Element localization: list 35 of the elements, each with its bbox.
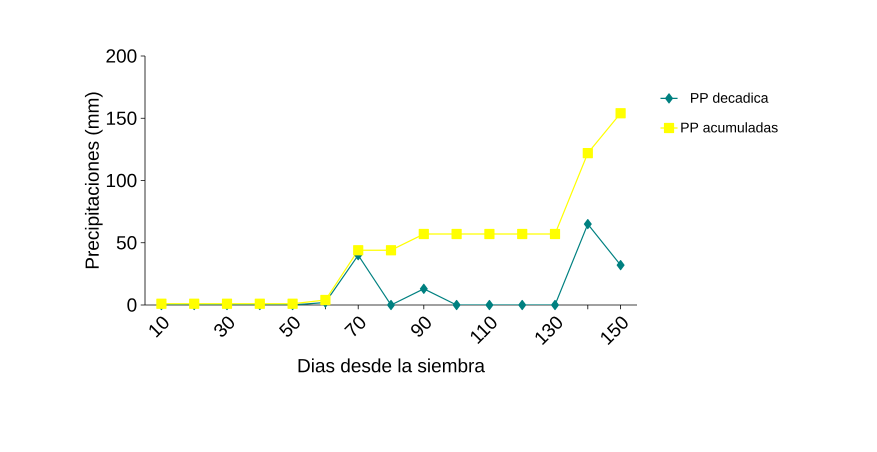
point <box>616 108 626 118</box>
x-tick-label: 110 <box>470 316 496 344</box>
legend-label: PP decadica <box>691 92 768 103</box>
y-tick-label: 0 <box>127 298 136 312</box>
point <box>353 245 364 256</box>
point <box>518 300 526 310</box>
x-tick-label: 130 <box>536 316 562 346</box>
point <box>550 228 560 240</box>
point <box>320 294 331 306</box>
point <box>420 284 428 294</box>
x-axis-title: Dias desde la siembra <box>298 358 485 372</box>
point <box>616 260 625 270</box>
point <box>452 300 461 310</box>
point <box>452 228 462 240</box>
y-tick-label: 200 <box>106 49 136 63</box>
point <box>485 300 494 310</box>
y-tick-label: 50 <box>116 236 136 250</box>
x-tick-label: 150 <box>601 316 628 346</box>
legend-label: PP acumuladas <box>681 122 778 132</box>
y-tick-label: 100 <box>106 174 136 188</box>
point <box>551 300 559 310</box>
point <box>517 228 528 240</box>
point <box>386 245 396 256</box>
point <box>582 148 593 158</box>
y-tick-label: 150 <box>106 112 136 125</box>
x-tick-label: 90 <box>411 316 431 337</box>
x-tick-label: 10 <box>149 316 168 338</box>
y-axis-title: Precipitaciones (mm) <box>84 92 103 268</box>
x-tick-label: 30 <box>214 316 234 337</box>
point <box>387 300 395 310</box>
point <box>484 228 495 240</box>
x-tick-label: 70 <box>344 316 366 336</box>
x-tick-label: 50 <box>278 316 300 337</box>
point <box>418 228 429 240</box>
point <box>584 218 592 230</box>
